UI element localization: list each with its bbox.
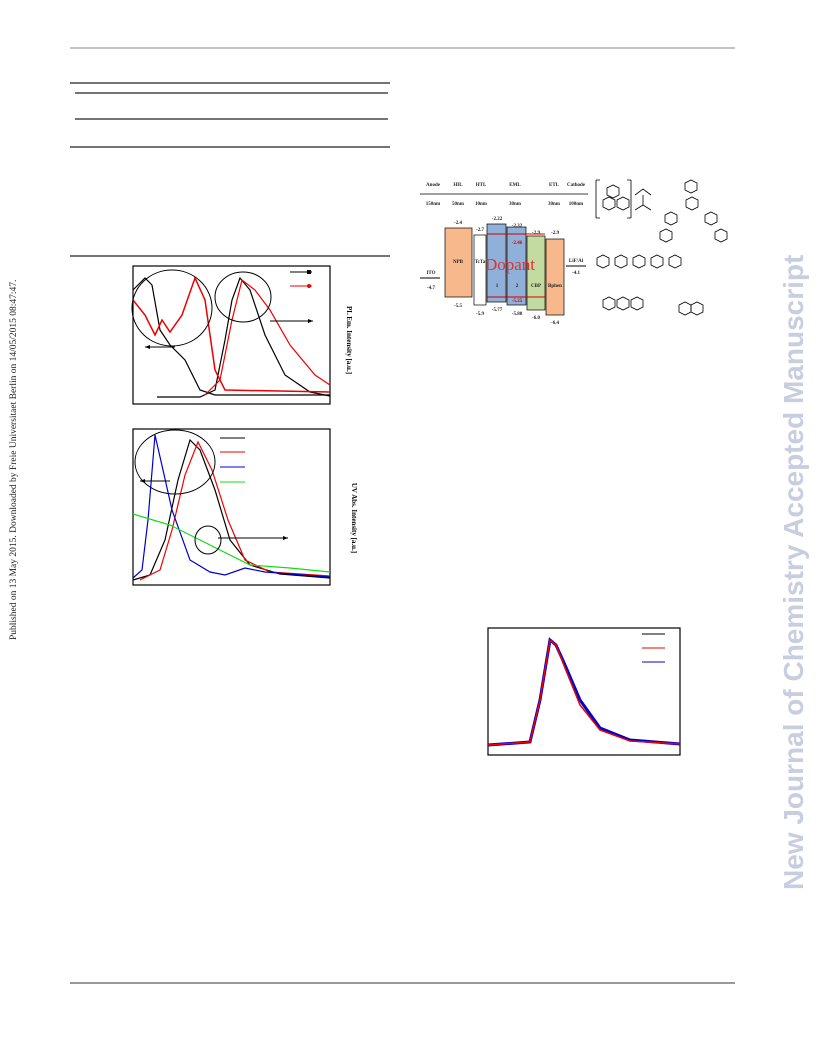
material-lumo: -2.22: [492, 217, 503, 222]
material-name: LiF/Al: [569, 259, 584, 264]
layer-thickness: 50nm: [452, 202, 465, 207]
layer-label: Anode: [426, 183, 441, 188]
material-homo: -6.4: [551, 321, 559, 326]
material-name: 2: [516, 284, 519, 289]
dopant-label: Dopant: [485, 255, 535, 274]
y-axis-label: PL Em. Intensity [a.u.]: [345, 306, 353, 374]
material-homo: -6.0: [532, 316, 540, 321]
material-name: TcTa: [475, 260, 486, 265]
material-level: -4.7: [427, 286, 435, 291]
material-name: 1: [496, 284, 499, 289]
material-name: NPB: [453, 260, 464, 265]
material-lumo: -2.7: [476, 228, 484, 233]
material-lumo: -2.9: [551, 231, 559, 236]
layer-thickness: 150nm: [426, 202, 441, 207]
material-name: ITO: [426, 271, 435, 276]
dopant-homo: -5.25: [512, 299, 523, 304]
material-level: -4.1: [572, 271, 580, 276]
y-axis-label: UV Abs. Intensity [a.u.]: [350, 483, 358, 553]
material-homo: -5.80: [512, 312, 523, 317]
material-homo: -5.5: [454, 304, 462, 309]
layer-label: HTL: [476, 183, 487, 188]
published-note: Published on 13 May 2015. Downloaded by …: [9, 280, 19, 640]
layer-thickness: 30nm: [548, 202, 561, 207]
material-name: CBP: [531, 284, 541, 289]
layer-label: Cathode: [567, 183, 586, 188]
material-lumo: -2.32: [512, 224, 523, 229]
rules: [70, 47, 735, 984]
layer-thickness: 30nm: [509, 202, 522, 207]
energy-diagram: Anode 150nm HIL 50nm HTL 10nm EML 30nm E…: [420, 183, 588, 326]
layer-label: HIL: [453, 183, 463, 188]
layer-thickness: 10nm: [475, 202, 488, 207]
material-lumo: -2.9: [532, 231, 540, 236]
journal-watermark: New Journal of Chemistry Accepted Manusc…: [778, 255, 809, 890]
layer-thickness: 100nm: [569, 202, 584, 207]
material-lumo: -2.4: [454, 221, 462, 226]
layer-label: ETL: [549, 183, 560, 188]
material-name: Bphen: [548, 284, 562, 289]
figure-1: PL Em. Intensity [a.u.]: [131, 265, 353, 405]
material-homo: -5.77: [492, 308, 503, 313]
table-rules: [70, 82, 390, 257]
molecule-structures: [595, 179, 728, 316]
figure-2: UV Abs. Intensity [a.u.]: [132, 428, 358, 586]
figure-3: [487, 627, 681, 756]
layer-label: EML: [509, 183, 521, 188]
material-homo: -5.9: [476, 312, 484, 317]
dopant-lumo: -2.46: [512, 241, 523, 246]
